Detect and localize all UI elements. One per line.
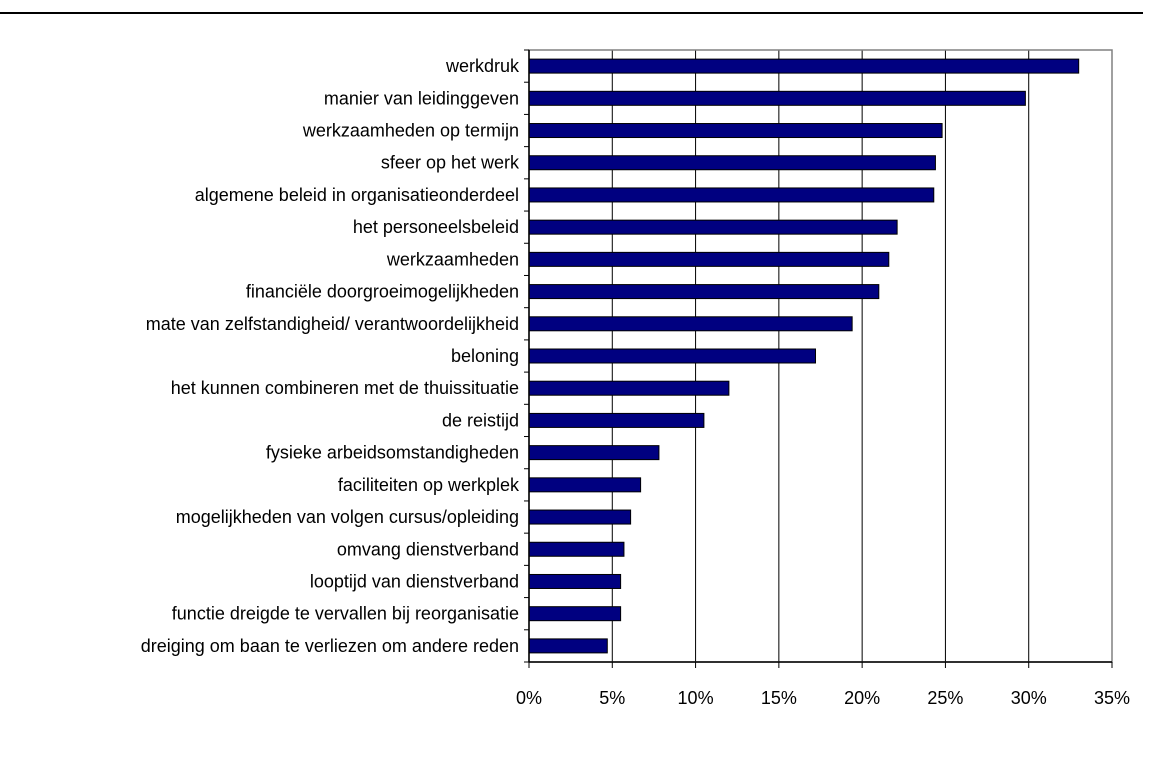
category-label: faciliteiten op werkplek [338,475,520,495]
category-label: financiële doorgroeimogelijkheden [246,282,519,302]
bar [528,58,1080,74]
category-label: werkdruk [445,56,520,76]
bar [528,348,817,364]
category-label: werkzaamheden op termijn [302,121,519,141]
axes [524,49,1113,668]
category-label: de reistijd [442,410,519,430]
x-tick-label: 0% [516,688,542,708]
bar [528,219,898,235]
x-tick-label: 25% [927,688,963,708]
x-tick-labels: 0% 5% 10% 15% 20% 25% 30% 35% [516,688,1130,708]
bar [528,284,880,300]
bar [528,573,622,589]
bar [528,380,730,396]
x-tick-label: 10% [678,688,714,708]
category-label: functie dreigde te vervallen bij reorgan… [172,604,519,624]
category-label: algemene beleid in organisatieonderdeel [195,185,519,205]
x-tick-label: 20% [844,688,880,708]
bar [528,638,608,654]
bar [528,412,705,428]
category-label: looptijd van dienstverband [310,571,519,591]
x-tick-label: 15% [761,688,797,708]
bar [528,477,642,493]
category-label: fysieke arbeidsomstandigheden [266,443,519,463]
bar [528,316,853,332]
bar [528,445,660,461]
bar [528,509,632,525]
x-tick-label: 30% [1011,688,1047,708]
bar [528,123,943,139]
bar [528,251,890,267]
bar [528,541,625,557]
category-label: sfeer op het werk [381,153,520,173]
category-label: het personeelsbeleid [353,217,519,237]
bar [528,606,622,622]
bar [528,155,936,171]
x-tick-label: 35% [1094,688,1130,708]
x-tick-label: 5% [599,688,625,708]
bar [528,187,935,203]
category-label: manier van leidinggeven [324,88,519,108]
category-label: het kunnen combineren met de thuissituat… [171,378,519,398]
bars [528,58,1080,654]
gridlines [611,50,1113,662]
category-labels: werkdruk manier van leidinggeven werkzaamh… [141,56,520,656]
category-label: mogelijkheden van volgen cursus/opleidin… [176,507,519,527]
category-label: mate van zelfstandigheid/ verantwoordeli… [146,314,519,334]
top-rule [0,12,1143,14]
category-label: dreiging om baan te verliezen om andere … [141,636,519,656]
category-label: beloning [451,346,519,366]
category-label: omvang dienstverband [337,539,519,559]
bar [528,90,1026,106]
category-label: werkzaamheden [386,249,519,269]
